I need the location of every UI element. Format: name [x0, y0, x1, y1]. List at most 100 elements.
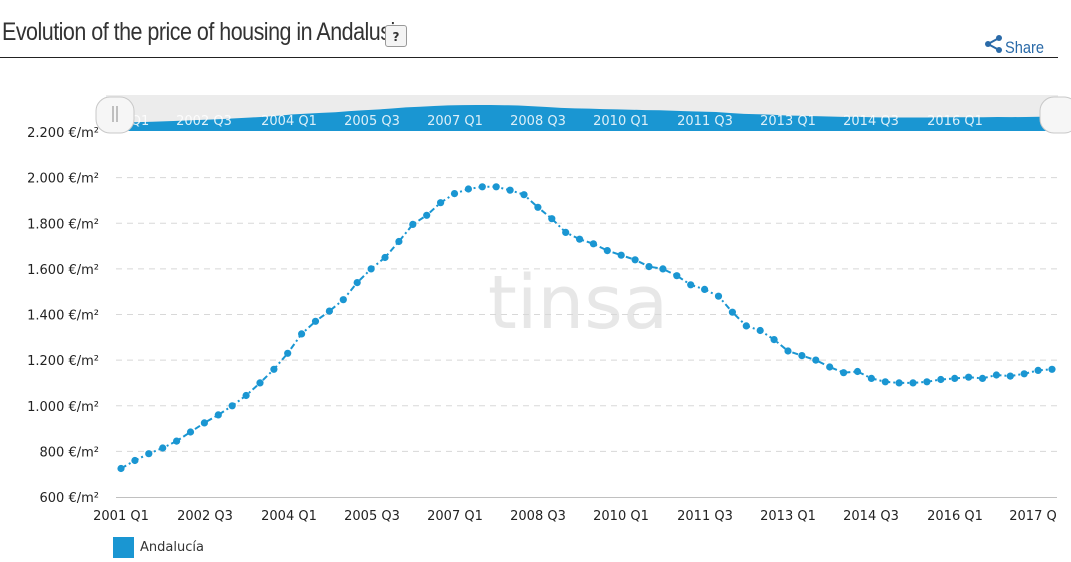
share-icon: [985, 35, 1002, 53]
data-point: [1048, 365, 1056, 373]
data-point: [895, 379, 903, 387]
data-point: [395, 237, 403, 246]
data-point: [131, 456, 139, 465]
data-point: [367, 265, 375, 273]
data-point: [339, 296, 347, 304]
data-point: [1034, 366, 1042, 374]
x-tick-label: 2008 Q3: [510, 509, 566, 524]
navigator-area: [110, 105, 1054, 131]
data-point: [145, 450, 153, 458]
x-tick-label: 2005 Q3: [344, 509, 400, 524]
x-tick-label: 2013 Q1: [760, 509, 816, 524]
data-point: [200, 419, 208, 427]
data-point: [173, 437, 181, 445]
data-point: [978, 374, 987, 382]
x-tick-label: 2002 Q3: [177, 509, 233, 524]
navigator-label: 2008 Q3: [510, 114, 566, 129]
y-tick-label: 1.400 €/m²: [27, 309, 99, 324]
data-point: [756, 326, 764, 335]
y-tick-label: 1.600 €/m²: [27, 263, 99, 278]
share-label: Share: [1005, 38, 1045, 57]
data-point: [353, 279, 361, 287]
data-point: [853, 367, 862, 376]
navigator-handle-left[interactable]: [95, 96, 135, 134]
x-tick-label: 2017 Q: [1009, 509, 1056, 524]
y-tick-label: 1.200 €/m²: [27, 354, 99, 369]
price-line-chart: tinsa Q1 2002 Q3 2004 Q1 2005 Q3 2007 Q1 2008…: [27, 95, 1071, 524]
navigator-label: 2014 Q3: [843, 114, 899, 129]
data-point: [992, 371, 1001, 379]
data-point: [589, 240, 598, 248]
data-point: [228, 402, 236, 410]
y-tick-label: 800 €/m²: [40, 445, 99, 460]
data-point: [826, 363, 834, 371]
data-point: [812, 356, 820, 364]
data-point: [464, 185, 472, 193]
data-point: [659, 265, 667, 273]
data-point: [423, 211, 431, 219]
data-point: [548, 215, 556, 223]
data-point: [867, 374, 876, 382]
data-point: [965, 373, 973, 381]
x-tick-label: 2014 Q3: [843, 509, 899, 524]
data-point: [742, 322, 750, 330]
data-point: [714, 292, 723, 300]
data-point: [311, 317, 320, 325]
page-title: Evolution of the price of housing in And…: [2, 18, 407, 46]
data-point: [534, 203, 542, 211]
data-point: [923, 378, 931, 386]
y-tick-label: 2.000 €/m²: [27, 172, 99, 187]
help-button[interactable]: ?: [385, 25, 407, 47]
x-tick-label: 2007 Q1: [427, 509, 483, 524]
y-tick-label: 1.000 €/m²: [27, 400, 99, 415]
navigator-label: 2010 Q1: [593, 114, 649, 129]
navigator-label: 2004 Q1: [261, 114, 317, 129]
data-point: [520, 191, 528, 199]
data-point: [673, 272, 681, 280]
data-point: [450, 190, 459, 198]
x-tick-label: 2010 Q1: [593, 509, 649, 524]
chart-header: Evolution of the price of housing in And…: [0, 0, 1058, 58]
data-point: [770, 336, 778, 344]
legend-item-andalucia[interactable]: Andalucía: [113, 537, 204, 558]
data-point: [284, 349, 292, 357]
data-point: [909, 379, 917, 387]
data-point: [701, 285, 709, 293]
data-point: [951, 374, 959, 382]
navigator-handle-right[interactable]: [1039, 96, 1071, 134]
data-point: [159, 444, 167, 452]
data-point: [214, 411, 222, 419]
y-tick-label: 600 €/m²: [40, 491, 99, 506]
x-tick-label: 2016 Q1: [927, 509, 983, 524]
data-point: [617, 251, 625, 259]
data-point: [631, 256, 639, 264]
data-point: [937, 375, 945, 384]
share-button[interactable]: Share: [984, 30, 1050, 58]
data-point: [409, 220, 417, 228]
data-point: [256, 379, 264, 387]
data-point: [728, 308, 737, 316]
data-point: [687, 281, 695, 289]
data-point: [298, 330, 306, 338]
navigator-label: 2013 Q1: [760, 114, 816, 129]
legend-label: Andalucía: [140, 540, 204, 555]
data-point: [117, 464, 125, 473]
data-point: [478, 183, 486, 191]
x-tick-label: 2011 Q3: [677, 509, 733, 524]
navigator-label: 2002 Q3: [176, 114, 232, 129]
data-point: [437, 199, 445, 207]
data-point: [645, 263, 653, 271]
data-point: [881, 378, 889, 386]
x-tick-label: 2001 Q1: [93, 509, 149, 524]
data-point: [784, 347, 792, 355]
data-point: [1006, 372, 1014, 380]
data-point: [603, 247, 611, 255]
data-point: [562, 228, 570, 236]
navigator-label: Q1: [131, 114, 150, 129]
data-point: [242, 391, 250, 400]
legend-swatch: [113, 537, 134, 558]
data-point: [325, 307, 333, 315]
navigator-label: 2011 Q3: [677, 114, 733, 129]
x-tick-label: 2004 Q1: [261, 509, 317, 524]
watermark-text: tinsa: [488, 260, 668, 346]
